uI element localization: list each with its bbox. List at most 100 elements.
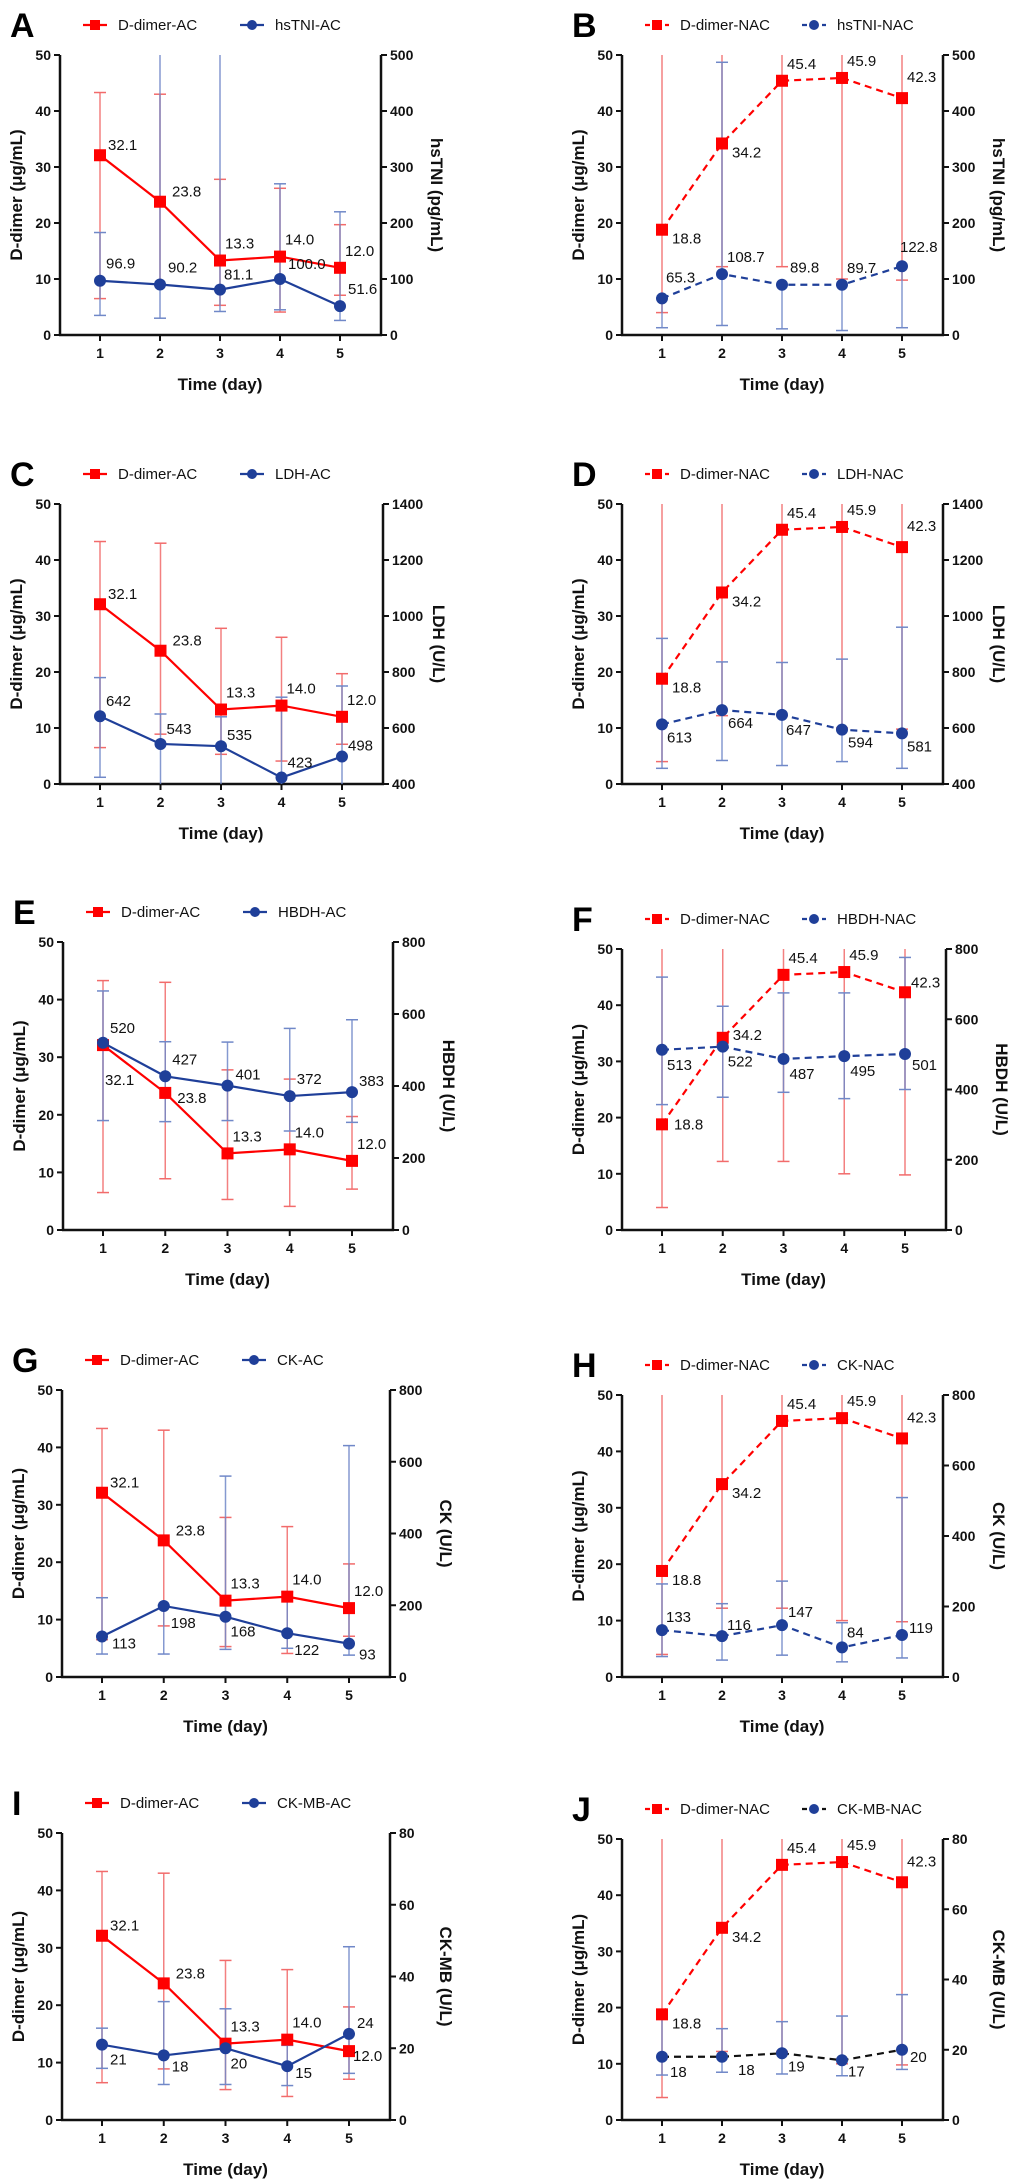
data-label: 147 (788, 1604, 813, 1621)
data-point-circle (656, 1624, 668, 1637)
data-label: 119 (909, 1620, 933, 1637)
data-label: 133 (666, 1609, 691, 1626)
x-axis-title: Time (day) (740, 2160, 825, 2179)
data-label: 45.4 (787, 1840, 816, 1857)
legend-label: D-dimer-AC (118, 17, 197, 34)
x-tick-label: 5 (898, 1687, 906, 1703)
panel-h: H 0 10 20 30 40 50 0 200 400 600 800 1 2 3 4 5 Time (day)… (569, 1347, 1008, 1736)
legend-marker-square (90, 469, 100, 479)
data-label: 45.4 (787, 505, 816, 522)
data-point-circle (221, 1079, 234, 1092)
data-label: 642 (106, 693, 131, 710)
x-tick-label: 1 (99, 1240, 107, 1256)
data-point-circle (214, 283, 226, 296)
right-axis-title: CK-MB (U/L) (989, 1929, 1008, 2029)
panel-i: I 0 10 20 30 40 50 0 20 40 60 80 1 2 3 4 5 Time (day) D-di… (9, 1785, 455, 2179)
left-tick-label: 50 (597, 941, 613, 957)
left-tick-label: 50 (38, 934, 54, 950)
left-tick-label: 50 (597, 496, 613, 512)
data-point-circle (219, 1610, 232, 1623)
data-label: 487 (790, 1066, 815, 1083)
data-label: 42.3 (907, 69, 936, 86)
legend-marker-circle (247, 469, 257, 479)
data-point-circle (94, 274, 106, 287)
left-tick-label: 20 (38, 1107, 54, 1123)
data-point-square (154, 195, 166, 208)
x-tick-label: 2 (719, 1240, 727, 1256)
data-point-square (214, 254, 226, 267)
legend-label: hsTNI-NAC (837, 17, 914, 34)
data-point-circle (836, 723, 848, 736)
data-point-square (776, 74, 788, 87)
right-tick-label: 1400 (392, 496, 423, 512)
right-tick-label: 0 (399, 2112, 407, 2128)
data-label: 23.8 (172, 184, 201, 201)
data-label: 32.1 (108, 137, 137, 154)
left-tick-label: 50 (35, 47, 51, 63)
legend-label: CK-NAC (837, 1357, 895, 1374)
right-tick-label: 400 (952, 1528, 976, 1544)
legend-label: D-dimer-AC (118, 466, 197, 483)
data-label: 522 (728, 1054, 753, 1071)
data-point-square (776, 1414, 788, 1427)
data-label: 122.8 (900, 239, 938, 256)
left-tick-label: 10 (37, 1612, 53, 1628)
left-tick-label: 30 (597, 1053, 613, 1069)
data-point-square (94, 149, 106, 162)
x-axis-title: Time (day) (183, 2160, 268, 2179)
x-tick-label: 2 (718, 794, 726, 810)
data-point-square (836, 1856, 848, 1869)
data-point-square (716, 1921, 728, 1934)
data-label: 45.4 (787, 1396, 816, 1413)
x-tick-label: 3 (216, 345, 224, 361)
data-point-circle (656, 718, 668, 731)
x-tick-label: 5 (898, 345, 906, 361)
data-label: 21 (110, 2052, 127, 2069)
legend-marker-circle (809, 914, 819, 924)
panel-j: J 0 10 20 30 40 50 0 20 40 60 80 1 2 3 4 5 Time (day) D-di… (569, 1791, 1008, 2179)
data-point-circle (154, 278, 166, 291)
data-point-square (896, 92, 908, 105)
right-tick-label: 100 (390, 271, 414, 287)
legend-marker-circle (809, 1804, 819, 1814)
right-tick-label: 300 (952, 159, 976, 175)
data-label: 13.3 (225, 236, 254, 253)
data-label: 13.3 (231, 1576, 260, 1593)
data-label: 372 (297, 1071, 322, 1088)
legend-label: LDH-AC (275, 466, 331, 483)
data-label: 18.8 (672, 680, 701, 697)
right-tick-label: 500 (952, 47, 976, 63)
data-label: 23.8 (176, 1965, 205, 1982)
x-tick-label: 2 (160, 1687, 168, 1703)
data-label: 543 (167, 721, 192, 738)
right-tick-label: 400 (955, 1082, 979, 1098)
x-tick-label: 2 (161, 1240, 169, 1256)
left-axis-title: D-dimer (μg/mL) (569, 1024, 588, 1155)
data-label: 42.3 (911, 974, 940, 991)
data-point-square (96, 1486, 108, 1499)
right-tick-label: 200 (955, 1152, 979, 1168)
legend-marker-circle (249, 1798, 259, 1808)
x-tick-label: 5 (901, 1240, 909, 1256)
legend-label: D-dimer-AC (120, 1795, 199, 1812)
data-point-square (334, 261, 346, 274)
data-point-square (94, 598, 106, 611)
left-tick-label: 0 (605, 1222, 613, 1238)
right-tick-label: 20 (952, 2042, 968, 2058)
legend-marker-square (92, 1798, 102, 1808)
data-label: 581 (907, 738, 932, 755)
left-tick-label: 10 (597, 1166, 613, 1182)
left-tick-label: 30 (37, 1940, 53, 1956)
right-axis-title: CK-MB (U/L) (436, 1926, 455, 2026)
legend-label: CK-MB-AC (277, 1795, 351, 1812)
data-point-circle (836, 2054, 848, 2067)
data-point-square (343, 1602, 355, 1615)
data-point-circle (334, 300, 346, 313)
x-tick-label: 1 (96, 345, 104, 361)
x-tick-label: 4 (838, 345, 846, 361)
left-tick-label: 30 (38, 1049, 54, 1065)
data-label: 89.8 (790, 260, 819, 277)
left-axis-title: D-dimer (μg/mL) (10, 1020, 29, 1151)
data-label: 18 (670, 2064, 687, 2081)
